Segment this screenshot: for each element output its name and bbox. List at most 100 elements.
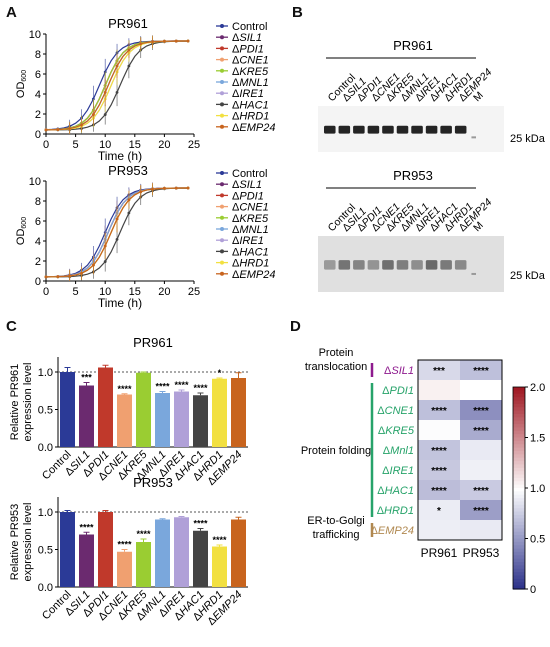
y-tick-label: 10 [29, 176, 41, 188]
data-point [115, 217, 119, 221]
protein-band [324, 260, 336, 270]
heatmap-cell [418, 480, 460, 500]
legend-marker [220, 91, 224, 96]
data-point [186, 186, 190, 190]
data-point [68, 274, 72, 278]
colorbar-segment [513, 582, 525, 587]
x-tick-label: 20 [158, 286, 170, 298]
colorbar-tick-label: 1.0 [530, 483, 545, 495]
legend-label: ΔPDI1 [232, 190, 264, 202]
heatmap-cell [418, 440, 460, 460]
colorbar-segment [513, 387, 525, 391]
y-tick-label: 0.0 [38, 582, 53, 594]
colorbar-tick-label: 2.0 [530, 382, 545, 394]
y-axis-label-line2: expression level [22, 363, 34, 442]
y-axis-label-line1: Relative PR953 [9, 504, 21, 580]
bar-6 [174, 517, 189, 587]
legend-marker [220, 249, 224, 254]
heatmap-row-label: ΔHRD1 [377, 505, 414, 517]
colorbar-tick-label: 0 [530, 584, 536, 596]
x-tick-label: 0 [43, 139, 49, 151]
legend-marker [220, 171, 224, 175]
legend-label: ΔEMP24 [232, 122, 275, 134]
heatmap-significance: * [437, 506, 441, 517]
heatmap-row-label: ΔHAC1 [377, 485, 414, 497]
data-point [68, 127, 72, 130]
legend-label: ΔSIL1 [232, 179, 262, 191]
colorbar-segment [513, 484, 525, 489]
group-label-trafficking-line1: ER-to-Golgi [307, 515, 364, 527]
colorbar-segment [513, 457, 525, 462]
heatmap-cell [460, 420, 502, 440]
x-tick-label: 10 [99, 139, 111, 151]
colorbar-segment [513, 390, 525, 395]
y-tick-label: 8 [35, 49, 41, 61]
bar-4 [136, 372, 151, 447]
protein-band [411, 125, 423, 134]
legend-label: ΔCNE1 [232, 202, 269, 214]
bar-4 [136, 542, 151, 587]
colorbar-segment [513, 494, 525, 499]
legend-marker [220, 80, 224, 84]
colorbar-segment [513, 548, 525, 553]
protein-band [382, 125, 394, 134]
protein-band [425, 125, 438, 134]
colorbar-segment [513, 477, 525, 482]
data-point [151, 187, 154, 191]
heatmap-significance: **** [473, 506, 489, 517]
significance-label: **** [79, 522, 94, 532]
group-label-translocation-line2: translocation [305, 361, 367, 373]
heatmap-cell [418, 380, 460, 400]
y-axis-label-line2: expression level [22, 503, 34, 582]
colorbar-segment [513, 528, 525, 533]
data-point [44, 275, 48, 279]
heatmap-row-label: ΔKRE5 [378, 425, 415, 437]
legend-marker [220, 68, 224, 73]
legend-marker [220, 182, 224, 187]
bar-9 [231, 519, 246, 587]
legend-label: ΔIRE1 [232, 235, 264, 247]
legend-marker [220, 204, 224, 209]
colorbar-segment [513, 444, 525, 449]
legend-label: ΔKRE5 [232, 66, 269, 78]
colorbar-tick-label: 1.5 [530, 433, 545, 445]
data-point [91, 263, 95, 267]
data-point [174, 186, 178, 190]
colorbar-segment [513, 578, 525, 583]
y-axis-label: OD600 [15, 70, 28, 98]
panel-label-d: D [290, 318, 301, 335]
data-point [80, 123, 83, 127]
colorbar-segment [513, 410, 525, 415]
colorbar-segment [513, 393, 525, 398]
heatmap-significance: *** [433, 366, 445, 377]
colorbar-segment [513, 403, 525, 408]
colorbar-segment [513, 508, 525, 513]
colorbar-segment [513, 521, 525, 526]
colorbar-segment [513, 551, 525, 556]
heatmap-cell [460, 500, 502, 520]
heatmap-cell [460, 360, 502, 380]
data-point [103, 113, 107, 116]
group-label-translocation-line1: Protein [319, 347, 354, 359]
data-point [163, 39, 166, 43]
y-tick-label: 4 [35, 236, 41, 248]
significance-label: **** [136, 529, 151, 539]
y-tick-label: 2 [35, 109, 41, 121]
x-tick-label: 0 [43, 286, 49, 298]
x-tick-label: 25 [188, 286, 200, 298]
heatmap-cell [418, 360, 460, 380]
heatmap-row-label: ΔSIL1 [384, 365, 414, 377]
legend-label: Control [232, 21, 267, 33]
colorbar-segment [513, 535, 525, 540]
data-point [115, 90, 119, 94]
significance-label: **** [117, 384, 132, 394]
colorbar-segment [513, 440, 525, 445]
heatmap-cell [460, 520, 502, 540]
protein-band [454, 125, 467, 134]
legend-label: ΔHAC1 [232, 99, 269, 111]
y-tick-label: 8 [35, 196, 41, 208]
colorbar-segment [513, 562, 525, 567]
bar-chart-title: PR953 [133, 475, 173, 490]
x-tick-label: 20 [158, 139, 170, 151]
heatmap-row-label: ΔMnl1 [383, 445, 414, 457]
